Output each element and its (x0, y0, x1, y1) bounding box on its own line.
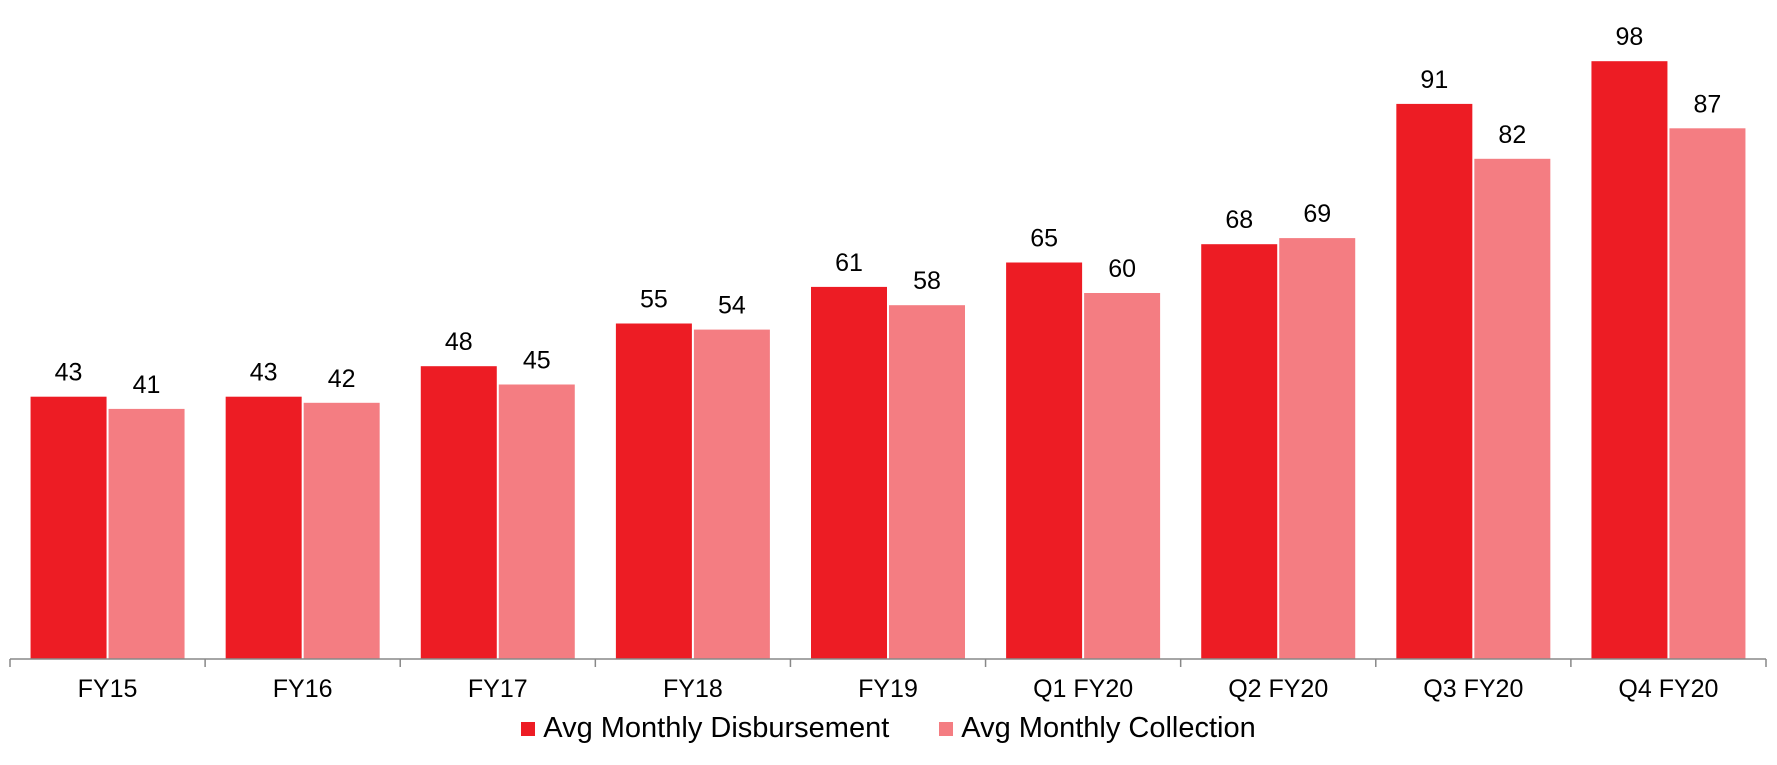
data-label-avg-monthly-disbursement-fy16: 43 (250, 359, 278, 387)
x-tick-label-fy16: FY16 (273, 675, 333, 703)
legend-label-collection: Avg Monthly Collection (961, 712, 1256, 744)
bar-avg-monthly-disbursement-q4-fy20 (1591, 61, 1668, 659)
data-label-avg-monthly-disbursement-q1-fy20: 65 (1030, 225, 1058, 253)
data-labels-layer: 43 41 43 42 48 45 55 54 61 58 65 60 68 69 91 82 98 87 (55, 23, 1722, 399)
data-label-avg-monthly-disbursement-fy18: 55 (640, 286, 668, 314)
x-tick-label-fy17: FY17 (468, 675, 528, 703)
legend-item-collection: Avg Monthly Collection (939, 712, 1256, 745)
bar-avg-monthly-collection-fy19 (889, 305, 965, 659)
bar-avg-monthly-disbursement-q1-fy20 (1006, 262, 1083, 659)
data-label-avg-monthly-collection-q2-fy20: 69 (1303, 200, 1331, 228)
bar-avg-monthly-collection-fy17 (498, 384, 575, 659)
data-label-avg-monthly-disbursement-fy17: 48 (445, 328, 473, 356)
x-tick-label-fy19: FY19 (858, 675, 918, 703)
x-tick-label-q4-fy20: Q4 FY20 (1618, 675, 1718, 703)
data-label-avg-monthly-disbursement-fy19: 61 (835, 249, 863, 277)
data-label-avg-monthly-collection-q4-fy20: 87 (1694, 90, 1722, 118)
x-tick-label-q2-fy20: Q2 FY20 (1228, 675, 1328, 703)
bar-avg-monthly-collection-q4-fy20 (1669, 128, 1746, 660)
bar-avg-monthly-collection-fy15 (108, 408, 185, 659)
data-label-avg-monthly-disbursement-fy15: 43 (55, 359, 83, 387)
bar-avg-monthly-disbursement-fy19 (811, 286, 887, 659)
x-tick-label-q1-fy20: Q1 FY20 (1033, 675, 1133, 703)
data-label-avg-monthly-collection-q3-fy20: 82 (1498, 121, 1526, 149)
bars-layer (30, 61, 1746, 660)
bar-avg-monthly-disbursement-fy18 (615, 323, 692, 659)
data-label-avg-monthly-disbursement-q3-fy20: 91 (1420, 66, 1448, 94)
legend-swatch-disbursement (521, 721, 536, 736)
x-axis: FY15 FY16 FY17 FY18 FY19 Q1 FY20 Q2 FY20 Q3 FY2… (9, 658, 1767, 703)
data-label-avg-monthly-disbursement-q4-fy20: 98 (1616, 23, 1644, 51)
bar-avg-monthly-collection-q1-fy20 (1084, 293, 1161, 659)
data-label-avg-monthly-collection-fy16: 42 (328, 365, 356, 393)
bar-avg-monthly-disbursement-q2-fy20 (1201, 244, 1278, 659)
data-label-avg-monthly-collection-fy17: 45 (523, 347, 551, 375)
bar-avg-monthly-collection-fy16 (303, 402, 380, 659)
x-tick-label-fy15: FY15 (78, 675, 138, 703)
data-label-avg-monthly-disbursement-q2-fy20: 68 (1225, 206, 1253, 234)
bar-avg-monthly-disbursement-fy16 (225, 396, 302, 659)
legend-item-disbursement: Avg Monthly Disbursement (521, 712, 889, 745)
data-label-avg-monthly-collection-q1-fy20: 60 (1108, 255, 1136, 283)
data-label-avg-monthly-collection-fy18: 54 (718, 292, 746, 320)
bar-avg-monthly-collection-q3-fy20 (1474, 158, 1551, 660)
legend: Avg Monthly Disbursement Avg Monthly Col… (0, 712, 1777, 745)
bar-avg-monthly-disbursement-q3-fy20 (1396, 103, 1473, 659)
data-label-avg-monthly-collection-fy15: 41 (133, 371, 161, 399)
bar-avg-monthly-disbursement-fy17 (420, 366, 497, 659)
x-tick-label-q3-fy20: Q3 FY20 (1423, 675, 1523, 703)
legend-swatch-collection (939, 721, 954, 736)
bar-avg-monthly-collection-fy18 (693, 329, 770, 659)
bar-avg-monthly-disbursement-fy15 (30, 396, 107, 659)
data-label-avg-monthly-collection-fy19: 58 (913, 267, 941, 295)
bar-avg-monthly-collection-q2-fy20 (1279, 238, 1356, 659)
x-tick-label-fy18: FY18 (663, 675, 723, 703)
legend-label-disbursement: Avg Monthly Disbursement (543, 712, 890, 744)
